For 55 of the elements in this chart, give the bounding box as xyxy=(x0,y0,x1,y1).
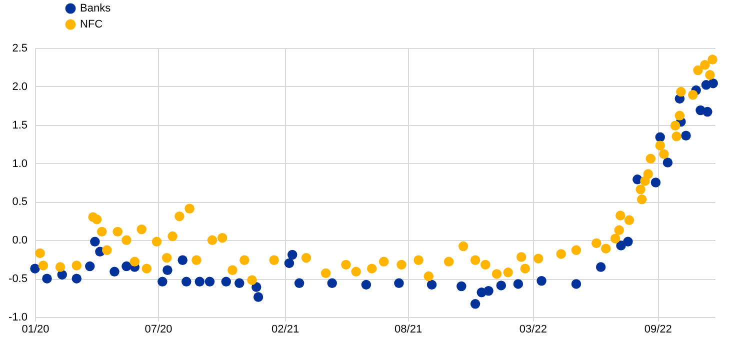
point xyxy=(496,280,506,290)
point xyxy=(571,279,582,289)
point xyxy=(470,299,480,309)
point xyxy=(204,276,215,287)
x-tick-label: 02/21 xyxy=(272,324,300,336)
point xyxy=(182,276,192,287)
x-tick-label: 09/22 xyxy=(644,324,672,336)
legend-label: Banks xyxy=(80,2,112,14)
point xyxy=(484,286,494,296)
point xyxy=(287,250,298,260)
point xyxy=(681,130,691,140)
legend-label: NFC xyxy=(80,18,103,30)
point xyxy=(456,281,466,292)
point xyxy=(596,262,606,272)
point xyxy=(122,261,132,272)
point xyxy=(426,280,437,290)
point xyxy=(361,280,372,290)
point xyxy=(178,255,188,265)
point xyxy=(702,106,712,117)
y-tick-label: 0.5 xyxy=(12,196,28,208)
point xyxy=(513,279,524,289)
point xyxy=(708,78,718,88)
x-tick-label: 08/21 xyxy=(394,324,422,336)
point xyxy=(158,276,168,287)
point xyxy=(284,258,294,268)
point xyxy=(662,158,673,168)
y-tick-label: -1.0 xyxy=(8,312,28,324)
point xyxy=(536,276,546,286)
point xyxy=(252,282,262,292)
point xyxy=(221,276,232,287)
point xyxy=(623,236,633,247)
point xyxy=(194,276,205,287)
x-tick-label: 01/20 xyxy=(22,324,50,336)
y-tick-label: 2.0 xyxy=(12,80,28,93)
point xyxy=(90,236,100,247)
y-tick-label: 1.5 xyxy=(12,119,28,132)
point xyxy=(85,261,95,272)
point xyxy=(162,265,172,275)
point xyxy=(30,264,40,274)
point xyxy=(294,278,304,288)
point xyxy=(253,292,264,302)
point xyxy=(327,278,337,288)
y-tick-label: -0.5 xyxy=(8,273,28,286)
y-tick-label: 1.0 xyxy=(12,158,28,170)
y-tick-label: 2.5 xyxy=(12,42,28,54)
y-tick-label: 0.0 xyxy=(12,234,28,247)
point xyxy=(394,278,404,288)
point xyxy=(650,178,661,188)
point xyxy=(72,274,82,284)
point xyxy=(42,274,52,284)
point xyxy=(110,266,120,277)
point xyxy=(655,132,665,142)
x-tick-label: 03/22 xyxy=(519,324,547,336)
point xyxy=(234,278,244,288)
x-tick-label: 07/20 xyxy=(144,324,172,336)
